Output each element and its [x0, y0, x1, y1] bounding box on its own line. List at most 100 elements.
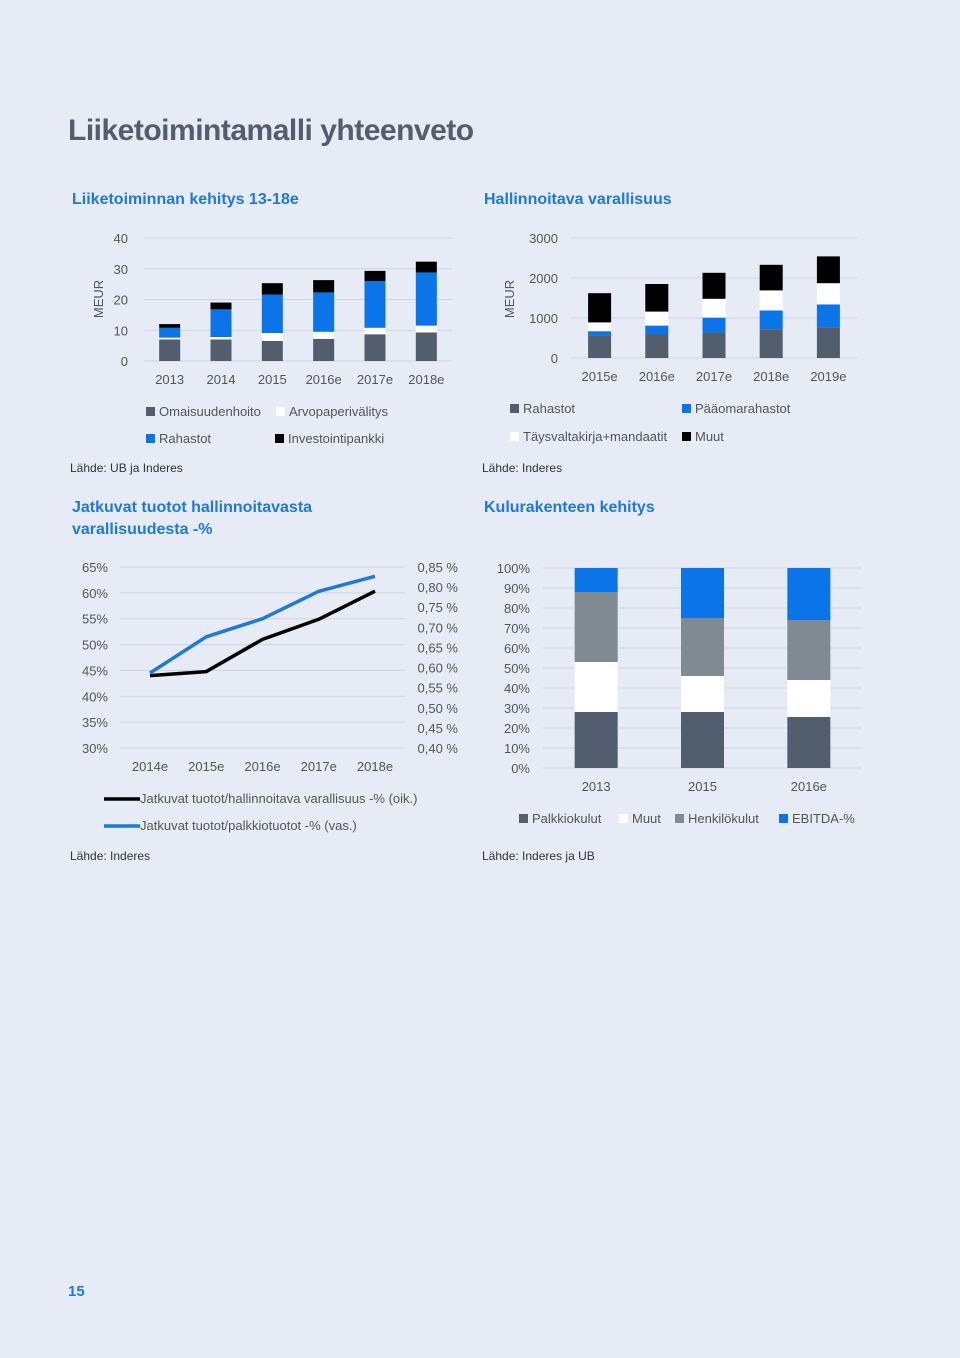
- c4-y-tick-label: 10%: [504, 741, 530, 756]
- c2-y-axis-label: MEUR: [502, 280, 517, 318]
- c2-y-tick-label: 1000: [529, 311, 558, 326]
- c2-bar-segment: [759, 310, 783, 330]
- c1-y-tick-label: 40: [114, 231, 128, 246]
- c3-x-tick-label: 2018e: [357, 759, 393, 774]
- chart-title-cost-structure: Kulurakenteen kehitys: [484, 499, 655, 516]
- c1-x-tick-label: 2017e: [357, 372, 393, 387]
- c3-legend-label: Jatkuvat tuotot/hallinnoitava varallisuu…: [140, 791, 417, 806]
- c3-x-tick-label: 2017e: [301, 759, 337, 774]
- c3-left-tick-label: 50%: [82, 638, 108, 653]
- c1-bar-segment: [364, 281, 386, 328]
- c4-x-tick-label: 2016e: [791, 779, 827, 794]
- c1-legend-swatch: [276, 407, 285, 416]
- source-note-chart2: Lähde: Inderes: [482, 461, 563, 475]
- c3-x-tick-label: 2015e: [188, 759, 224, 774]
- c1-legend-label: Arvopaperivälitys: [289, 404, 388, 419]
- c4-y-tick-label: 70%: [504, 621, 530, 636]
- c2-bar-segment: [645, 284, 669, 312]
- c1-bar-segment: [415, 325, 437, 333]
- chart-title-recurring-income: Jatkuvat tuotot hallinnoitavasta varalli…: [72, 497, 312, 541]
- c1-bar-segment: [159, 339, 181, 361]
- c2-legend-swatch: [682, 404, 691, 413]
- c2-x-tick-label: 2019e: [810, 369, 846, 384]
- c2-legend-label: Täysvaltakirja+mandaatit: [523, 429, 668, 444]
- c3-left-tick-label: 60%: [82, 586, 108, 601]
- c2-legend-label: Muut: [695, 429, 724, 444]
- c1-bar-segment: [261, 283, 283, 295]
- c2-x-tick-label: 2018e: [753, 369, 789, 384]
- c1-bar-segment: [313, 338, 335, 361]
- c4-bar-segment: [574, 662, 618, 712]
- c2-bar-segment: [645, 311, 669, 326]
- c1-y-axis-label: MEUR: [91, 280, 106, 318]
- c1-bar-segment: [261, 333, 283, 342]
- c2-bar-segment: [816, 304, 840, 328]
- source-note-chart1: Lähde: UB ja Inderes: [70, 461, 183, 475]
- c4-legend-swatch: [519, 814, 528, 823]
- c2-y-tick-label: 2000: [529, 271, 558, 286]
- c3-right-tick-label: 0,40 %: [418, 741, 459, 756]
- c3-series-line: [149, 574, 376, 675]
- c2-x-tick-label: 2015e: [582, 369, 618, 384]
- c2-bar-segment: [588, 335, 612, 358]
- page-title: Liiketoimintamalli yhteenveto: [68, 114, 474, 147]
- c4-legend-label: EBITDA-%: [792, 811, 855, 826]
- c2-legend-label: Rahastot: [523, 401, 575, 416]
- c2-bar-segment: [759, 290, 783, 311]
- c4-bar-segment: [574, 712, 618, 768]
- c4-y-tick-label: 30%: [504, 701, 530, 716]
- c1-y-tick-label: 10: [114, 323, 128, 338]
- c4-legend-swatch: [675, 814, 684, 823]
- chart-title-line-2: varallisuudesta -%: [72, 521, 213, 538]
- c1-legend-swatch: [275, 434, 284, 443]
- c1-bar-segment: [210, 337, 232, 340]
- chart-title-business-development: Liiketoiminnan kehitys 13-18e: [72, 191, 299, 208]
- c2-x-tick-label: 2017e: [696, 369, 732, 384]
- c4-y-tick-label: 80%: [504, 601, 530, 616]
- c2-legend-swatch: [682, 432, 691, 441]
- c4-bar-segment: [787, 717, 831, 768]
- c3-right-tick-label: 0,65 %: [418, 640, 459, 655]
- c3-x-tick-label: 2016e: [244, 759, 280, 774]
- c3-left-tick-label: 55%: [82, 612, 108, 627]
- c1-bar-segment: [210, 339, 232, 361]
- c3-left-tick-label: 30%: [82, 741, 108, 756]
- c4-bar-segment: [574, 568, 618, 592]
- c2-legend-swatch: [510, 404, 519, 413]
- c1-x-tick-label: 2014: [207, 372, 236, 387]
- c4-y-tick-label: 90%: [504, 581, 530, 596]
- c1-bar-segment: [313, 280, 335, 293]
- c3-right-tick-label: 0,80 %: [418, 580, 459, 595]
- c1-bar-segment: [364, 334, 386, 361]
- source-note-chart4: Lähde: Inderes ja UB: [482, 849, 595, 863]
- page-number: 15: [68, 1283, 85, 1300]
- c2-bar-segment: [816, 256, 840, 284]
- c4-x-tick-label: 2015: [688, 779, 717, 794]
- c1-x-tick-label: 2016e: [306, 372, 342, 387]
- chart-title-assets-under-management: Hallinnoitava varallisuus: [484, 191, 672, 208]
- c2-bar-segment: [702, 298, 726, 318]
- c2-y-tick-label: 3000: [529, 231, 558, 246]
- c3-series-line: [149, 589, 376, 678]
- c1-y-tick-label: 30: [114, 262, 128, 277]
- c1-legend-swatch: [146, 407, 155, 416]
- c3-right-tick-label: 0,70 %: [418, 620, 459, 635]
- c1-bar-segment: [210, 309, 232, 338]
- c2-bar-segment: [702, 272, 726, 299]
- c4-y-tick-label: 20%: [504, 721, 530, 736]
- c1-bar-segment: [313, 331, 335, 339]
- c4-bar-segment: [787, 620, 831, 680]
- c3-right-tick-label: 0,55 %: [418, 681, 459, 696]
- c3-right-tick-label: 0,85 %: [418, 560, 459, 575]
- c4-legend-swatch: [619, 814, 628, 823]
- c1-bar-segment: [364, 270, 386, 282]
- c2-legend-swatch: [510, 432, 519, 441]
- c1-x-tick-label: 2018e: [408, 372, 444, 387]
- c2-bar-segment: [759, 329, 783, 358]
- c2-bar-segment: [702, 317, 726, 333]
- c1-bar-segment: [159, 327, 181, 338]
- c2-x-tick-label: 2016e: [639, 369, 675, 384]
- c1-legend-label: Omaisuudenhoito: [159, 404, 261, 419]
- c2-legend-label: Pääomarahastot: [695, 401, 791, 416]
- c1-bar-segment: [210, 302, 232, 310]
